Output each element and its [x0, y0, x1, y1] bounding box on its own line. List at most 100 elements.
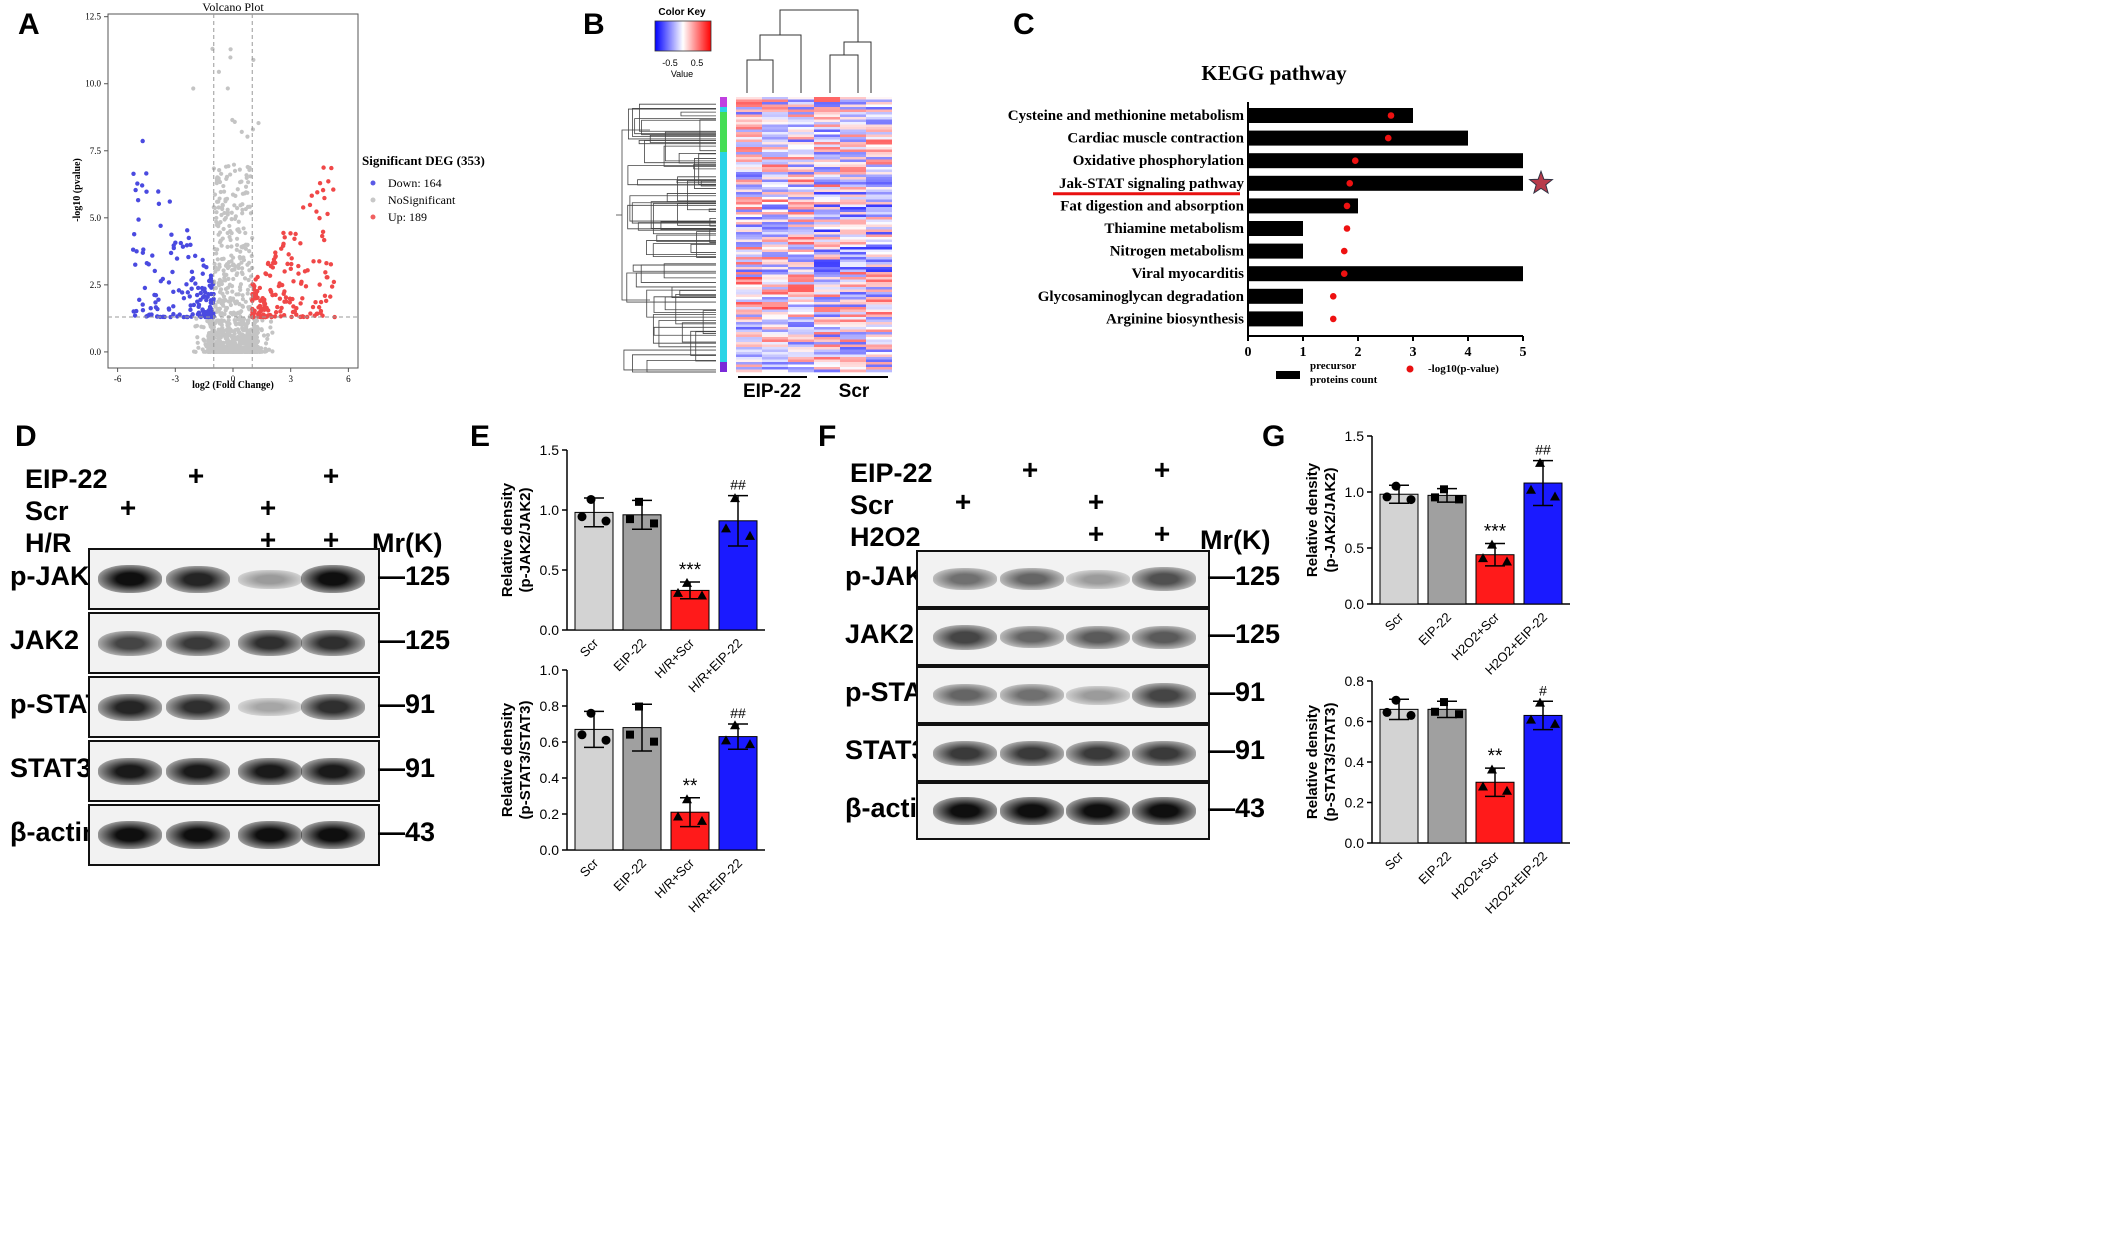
- heatmap-cell: [866, 214, 892, 218]
- heatmap-cell: [736, 232, 762, 235]
- volcano-point-ns: [244, 323, 249, 329]
- heatmap-cell: [814, 234, 840, 238]
- volcano-point-down: [148, 306, 153, 311]
- heatmap-cell: [762, 279, 788, 283]
- volcano-point-ns: [235, 187, 240, 192]
- group-label-eip22: EIP-22: [743, 381, 801, 402]
- volcano-point-up: [329, 165, 334, 171]
- panel-label-f: F: [818, 420, 837, 453]
- volcano-point-ns: [243, 348, 249, 353]
- volcano-point-down: [166, 280, 172, 285]
- volcano-point-up: [298, 281, 304, 286]
- heatmap-cell: [866, 262, 892, 265]
- heatmap-cell: [762, 282, 788, 285]
- volcano-point-up: [275, 304, 280, 310]
- heatmap-cell: [736, 122, 762, 125]
- volcano-point-ns: [226, 325, 231, 330]
- heatmap-cell: [762, 154, 788, 158]
- heatmap-cell: [788, 367, 814, 370]
- row-dendrogram: [616, 103, 716, 373]
- volcano-point-down: [133, 262, 138, 267]
- heatmap-cell: [814, 189, 840, 193]
- row-dendrogram-branch: [676, 180, 716, 184]
- heatmap-cell: [866, 237, 892, 240]
- heatmap-cell: [736, 112, 762, 115]
- heatmap-cell: [762, 329, 788, 333]
- volcano-point-ns: [240, 304, 246, 309]
- heatmap-cell: [762, 109, 788, 113]
- row-dendrogram-branch: [690, 243, 716, 253]
- heatmap-cell: [736, 192, 762, 195]
- heatmap-cell: [788, 344, 814, 348]
- heatmap-cell: [762, 349, 788, 353]
- volcano-point-up: [307, 202, 313, 208]
- volcano-point-down: [144, 189, 149, 194]
- volcano-point-up: [272, 314, 278, 319]
- heatmap-cell: [866, 122, 892, 125]
- heatmap-cell: [814, 369, 840, 373]
- heatmap-cell: [788, 152, 814, 155]
- heatmap-cell: [866, 247, 892, 250]
- heatmap-cell: [866, 282, 892, 285]
- heatmap-cell: [736, 367, 762, 370]
- heatmap-cell: [814, 367, 840, 370]
- heatmap-cell: [788, 329, 814, 333]
- volcano-ytick-label: 12.5: [85, 12, 101, 22]
- heatmap-cell: [788, 224, 814, 228]
- volcano-point-ns: [237, 321, 242, 326]
- replicate-point: [1526, 484, 1536, 494]
- heatmap-cell: [736, 217, 762, 220]
- volcano-point-ns: [195, 335, 200, 340]
- heatmap-cell: [736, 304, 762, 308]
- volcano-point-ns: [244, 344, 249, 350]
- heatmap-cell: [762, 144, 788, 148]
- volcano-point-down: [204, 297, 209, 303]
- heatmap-cell: [736, 317, 762, 320]
- heatmap-cell: [788, 309, 814, 313]
- heatmap-cell: [840, 314, 866, 318]
- volcano-point-ns: [234, 292, 239, 297]
- volcano-point-down: [171, 245, 177, 251]
- volcano-point-up: [286, 252, 291, 257]
- volcano-point-ns: [223, 298, 228, 303]
- heatmap-cell: [788, 354, 814, 358]
- volcano-point-down: [200, 287, 206, 292]
- blot-plus-mark: +: [322, 524, 340, 555]
- heatmap-cell: [762, 174, 788, 178]
- heatmap-cell: [840, 334, 866, 338]
- heatmap-cell: [840, 122, 866, 125]
- heatmap-cell: [840, 174, 866, 178]
- kegg-bar: [1248, 221, 1303, 236]
- volcano-point-ns: [260, 318, 265, 323]
- volcano-point-up: [282, 235, 287, 240]
- heatmap-cell: [762, 269, 788, 273]
- volcano-point-up: [253, 277, 258, 282]
- heatmap-cell: [866, 102, 892, 105]
- volcano-point-up: [325, 275, 330, 280]
- heatmap-cell: [762, 127, 788, 130]
- volcano-point-ns: [225, 261, 230, 267]
- volcano-point-up: [303, 284, 309, 289]
- blot-mr-value: —91: [1208, 677, 1266, 707]
- volcano-point-down: [209, 285, 214, 290]
- kegg-category-label: Cysteine and methionine metabolism: [1008, 108, 1245, 124]
- heatmap-cell: [866, 292, 892, 295]
- blot-band: [238, 630, 302, 656]
- volcano-point-ns: [231, 162, 237, 167]
- heatmap-cell: [736, 357, 762, 360]
- blot-band: [1000, 568, 1064, 590]
- bar-chart-ytick-label: 1.0: [540, 662, 560, 678]
- volcano-point-ns: [259, 327, 264, 332]
- blot-band: [1066, 740, 1130, 766]
- heatmap-cell: [840, 369, 866, 373]
- heatmap-cell: [736, 99, 762, 103]
- replicate-point: [577, 512, 587, 522]
- volcano-point-up: [322, 293, 328, 298]
- row-dendrogram-branch: [637, 222, 716, 231]
- volcano-point-ns: [231, 338, 237, 343]
- volcano-point-ns: [226, 340, 231, 346]
- heatmap-cell: [736, 292, 762, 295]
- heatmap-cell: [762, 214, 788, 218]
- blot-condition-label: H/R: [25, 528, 72, 558]
- volcano-point-ns: [211, 325, 216, 330]
